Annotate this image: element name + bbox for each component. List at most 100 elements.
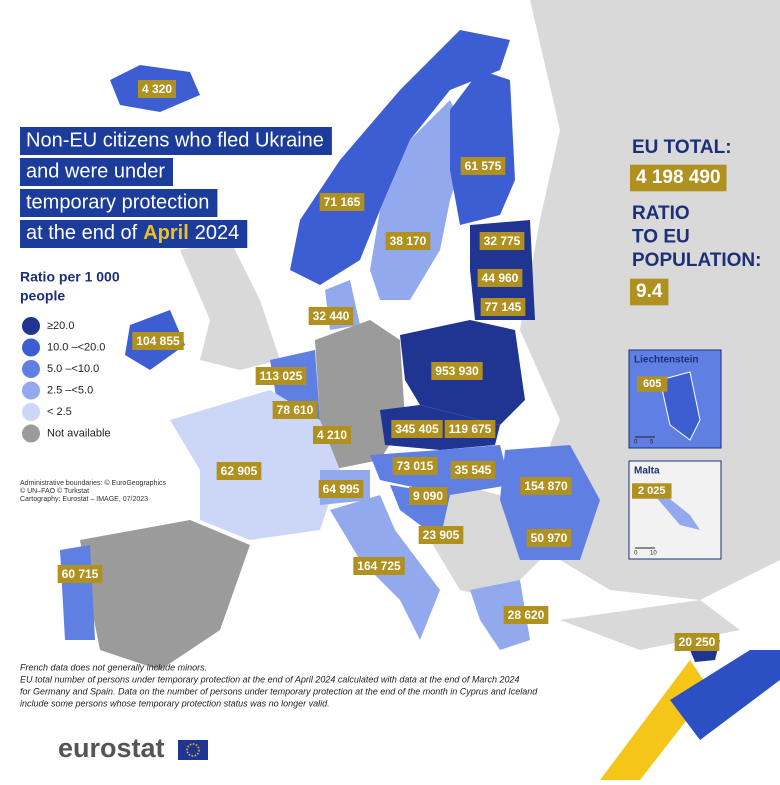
decor-yellow (600, 660, 710, 780)
map-label: 104 855 (136, 334, 180, 348)
map-label-box (319, 193, 365, 211)
map-label: 73 015 (397, 459, 434, 473)
eu-flag (178, 740, 208, 760)
content: Non-EU citizens who fled Ukraine and were… (20, 80, 761, 763)
title-prefix: at the end of (26, 222, 138, 244)
inset-title: Malta (634, 466, 660, 477)
source-line: © UN–FAO © Turkstat (20, 487, 89, 495)
map-label: 164 725 (357, 559, 401, 573)
title-line: Non-EU citizens who fled Ukraine (26, 129, 324, 151)
map-label: 71 165 (324, 195, 361, 209)
logo: eurostat (58, 733, 165, 763)
spain (80, 520, 250, 670)
map-label-box (480, 298, 526, 316)
title-line: at the end of April 2024 (26, 222, 239, 244)
map-label-box (526, 529, 572, 547)
legend-swatch (22, 360, 40, 378)
norway (290, 30, 510, 285)
map-label-box (520, 477, 572, 495)
map-label-box (312, 426, 352, 444)
scale-label: 10 (650, 551, 657, 557)
map-label-box (460, 157, 506, 175)
map-label-box (318, 480, 364, 498)
map-label-box (477, 269, 523, 287)
map-label-box (353, 557, 405, 575)
legend-label: Not available (47, 427, 111, 439)
ratio-value-box (630, 278, 669, 306)
decor-blue (670, 650, 780, 740)
map-label: 154 870 (524, 479, 568, 493)
source-line: Administrative boundaries: © EuroGeograp… (20, 479, 167, 487)
legend-title: people (20, 288, 65, 304)
map-label-box (132, 332, 184, 350)
map-label: 4 210 (317, 428, 347, 442)
map-label: 28 620 (508, 608, 545, 622)
map-label: 20 250 (679, 635, 716, 649)
inset-value-box (632, 483, 672, 499)
title-box (20, 158, 173, 186)
legend-label: 10.0 –<20.0 (47, 341, 105, 353)
ratio-label: POPULATION: (632, 250, 761, 271)
map-label: 60 715 (62, 567, 99, 581)
title-box (20, 189, 218, 217)
romania-bulgaria (500, 445, 600, 560)
eu-total-label: EU TOTAL: (632, 137, 732, 158)
legend-label: ≥20.0 (47, 320, 74, 332)
map-label-box (431, 362, 483, 380)
map-label-box (255, 367, 307, 385)
map-label: 4 320 (142, 82, 172, 96)
map-label-box (57, 565, 103, 583)
footnote: EU total number of persons under tempora… (20, 674, 519, 684)
map-label: 23 905 (423, 528, 460, 542)
legend-label: < 2.5 (47, 406, 72, 418)
legend-label: 2.5 –<5.0 (47, 384, 93, 396)
eu-total-value-box (630, 164, 727, 192)
legend-title: Ratio per 1 000 (20, 269, 120, 285)
title-line: and were under (26, 160, 165, 182)
inset-shape (659, 371, 701, 441)
source-line: Cartography: Eurostat – IMAGE, 07/2023 (20, 496, 148, 503)
map-label: 77 145 (485, 300, 522, 314)
map-label-box (137, 80, 177, 98)
legend-label: 5.0 –<10.0 (47, 363, 99, 375)
map-label: 62 905 (221, 464, 258, 478)
map-label-box (408, 487, 448, 505)
ratio-label: RATIO (632, 203, 690, 224)
scale-label: 5 (650, 440, 654, 446)
map-label: 113 025 (260, 369, 303, 383)
legend-swatch (22, 424, 40, 443)
legend-swatch (22, 338, 40, 357)
inset-value-box (637, 376, 668, 392)
title-line: temporary protection (26, 191, 209, 213)
inset-value: 2 025 (638, 485, 666, 497)
eu-stars (186, 743, 200, 757)
map-label: 9 090 (413, 489, 443, 503)
map-label-box (308, 307, 354, 325)
map-label-box (479, 232, 525, 250)
inset-title: Liechtenstein (634, 355, 698, 366)
map-label: 78 610 (277, 403, 314, 417)
inset-shape (650, 490, 700, 530)
legend-swatch (22, 317, 40, 335)
scale-label: 0 (634, 440, 638, 446)
ratio-value: 9.4 (636, 281, 663, 302)
legend-swatch (22, 381, 40, 400)
legend-swatch (22, 403, 40, 421)
map-label: 32 440 (313, 309, 350, 323)
map-label: 44 960 (482, 271, 519, 285)
inset-value: 605 (643, 378, 661, 390)
eu-total-value: 4 198 490 (636, 167, 721, 188)
map-label-box (450, 461, 496, 479)
united-kingdom (180, 240, 280, 370)
map-label: 345 405 (395, 422, 439, 436)
finland (450, 70, 515, 225)
ratio-label: TO EU (632, 227, 690, 248)
map-label: 32 775 (484, 234, 521, 248)
map-label: 119 675 (449, 422, 492, 436)
greece (470, 580, 530, 650)
map-label: 50 970 (531, 531, 568, 545)
title-year: 2024 (195, 222, 240, 244)
map-label-box (392, 457, 438, 475)
map-label-box (418, 526, 464, 544)
